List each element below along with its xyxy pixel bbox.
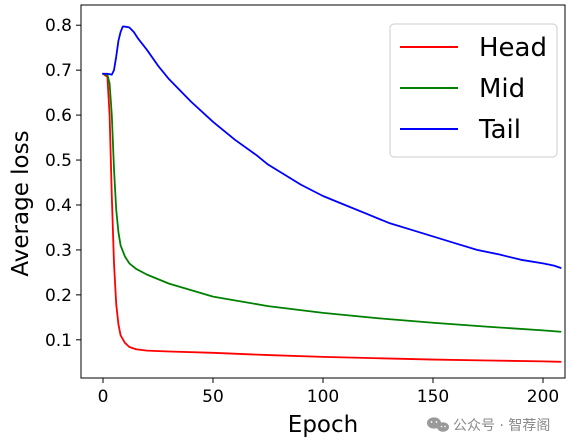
- legend-label-tail: Tail: [478, 115, 521, 145]
- legend: Head Mid Tail: [389, 23, 558, 158]
- watermark-text: 公众号 · 智荐阁: [453, 418, 550, 434]
- x-tick-label: 200: [527, 387, 559, 407]
- x-tick-label: 150: [417, 387, 449, 407]
- x-tick-label: 0: [98, 387, 109, 407]
- x-axis-label: Epoch: [288, 412, 358, 438]
- y-axis-label: Average loss: [8, 130, 34, 276]
- series-line-mid: [102, 72, 562, 333]
- wechat-icon: [427, 417, 449, 432]
- legend-label-head: Head: [479, 33, 547, 63]
- y-tick-label: 0.7: [45, 61, 72, 81]
- x-tick-label: 100: [307, 387, 339, 407]
- plot-layer: [102, 25, 562, 363]
- y-tick-label: 0.6: [45, 106, 72, 126]
- watermark: 公众号 · 智荐阁: [427, 417, 550, 434]
- y-tick-label: 0.4: [45, 196, 72, 216]
- legend-label-mid: Mid: [479, 74, 525, 104]
- y-tick-label: 0.2: [45, 286, 72, 306]
- x-tick-label: 50: [202, 387, 224, 407]
- y-tick-label: 0.8: [45, 16, 72, 36]
- y-tick-label: 0.1: [45, 331, 72, 351]
- y-tick-label: 0.3: [45, 241, 72, 261]
- series-line-head: [102, 72, 562, 363]
- legend-box: [389, 23, 558, 158]
- axes-layer: 0 50 100 150 200 0.1 0.2 0.3 0.4 0.5 0.6 0.7 0.8: [45, 4, 566, 407]
- series-line-tail: [102, 25, 562, 269]
- y-tick-label: 0.5: [45, 151, 72, 171]
